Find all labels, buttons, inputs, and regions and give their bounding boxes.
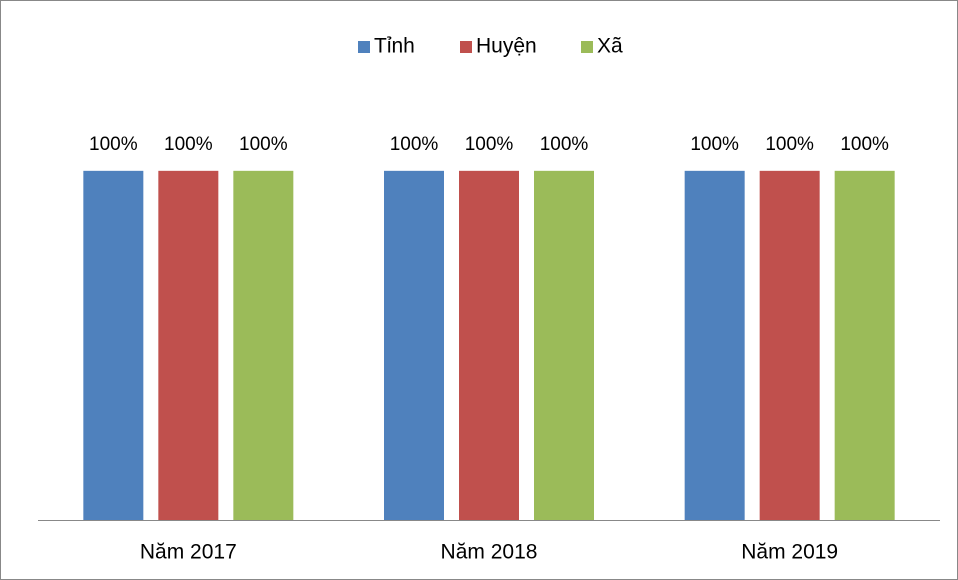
x-tick-label: Năm 2017: [140, 541, 237, 564]
bar: [834, 170, 895, 521]
data-label: 100%: [465, 134, 514, 155]
data-label: 100%: [89, 134, 138, 155]
data-label: 100%: [840, 134, 889, 155]
data-label: 100%: [690, 134, 739, 155]
bar: [83, 170, 144, 521]
x-tick-label: Năm 2019: [741, 541, 838, 564]
data-label: 100%: [164, 134, 213, 155]
legend-swatch: [581, 41, 593, 53]
bar: [233, 170, 294, 521]
legend-label: Huyện: [476, 35, 537, 58]
bar: [459, 170, 519, 521]
legend-label: Xã: [597, 35, 623, 58]
data-label: 100%: [390, 134, 439, 155]
bar: [384, 170, 444, 521]
bar: [684, 170, 745, 521]
legend-swatch: [358, 41, 370, 53]
data-label: 100%: [239, 134, 288, 155]
data-label: 100%: [540, 134, 589, 155]
x-tick-label: Năm 2018: [441, 541, 538, 564]
bar: [534, 170, 594, 521]
data-label: 100%: [765, 134, 814, 155]
legend-swatch: [460, 41, 472, 53]
bar: [158, 170, 219, 521]
legend-label: Tỉnh: [374, 35, 415, 58]
bar: [759, 170, 820, 521]
